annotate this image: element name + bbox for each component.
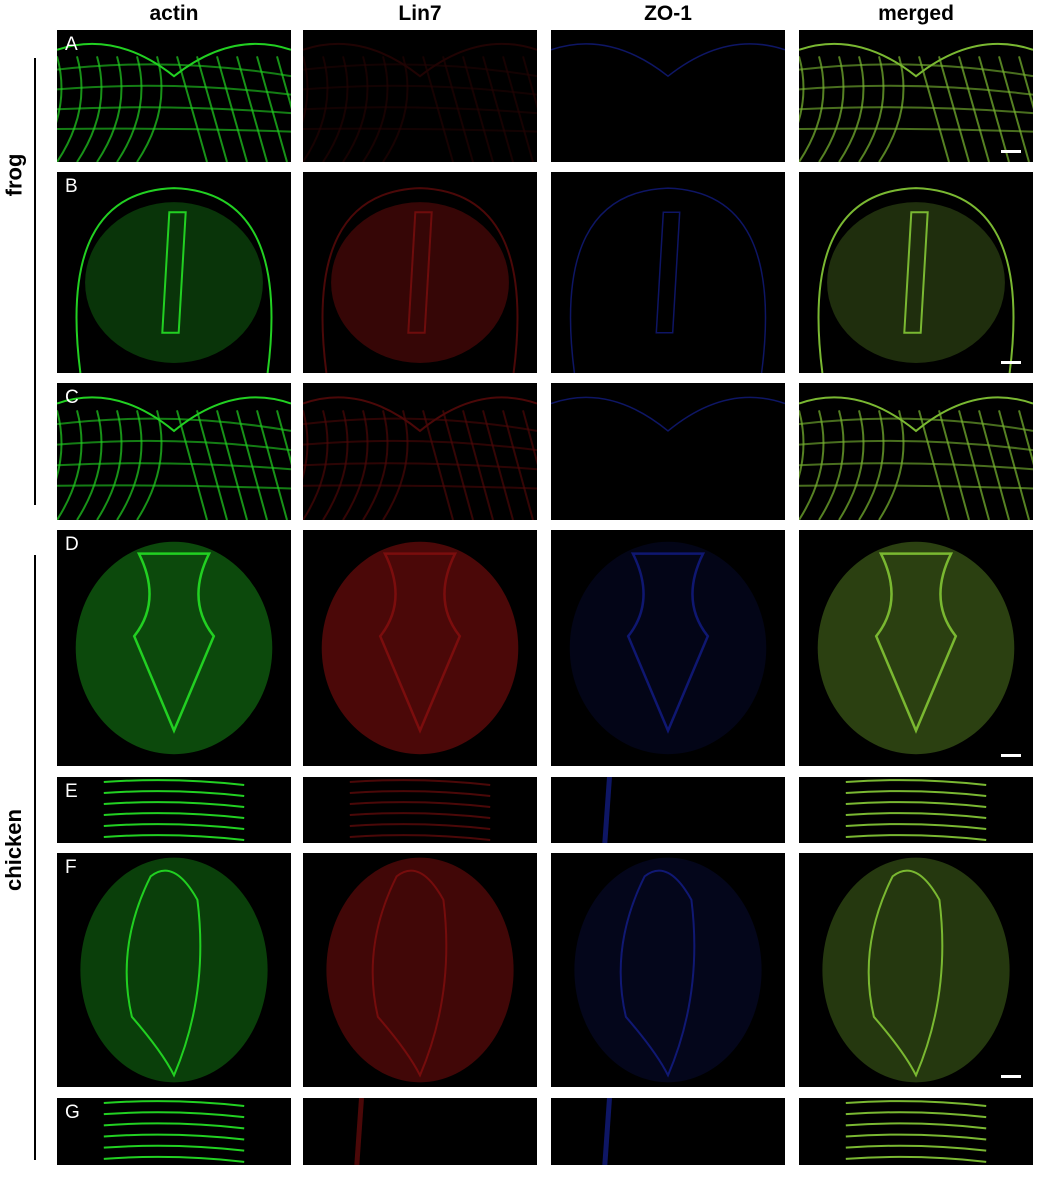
image-panel-e-zo-1	[551, 777, 785, 843]
micrograph	[822, 857, 1010, 1083]
micrograph	[799, 42, 1033, 162]
panel-letter: B	[65, 176, 78, 197]
scale-bar	[1001, 1075, 1021, 1078]
micrograph	[354, 1098, 364, 1165]
micrograph	[303, 396, 537, 520]
micrograph	[57, 42, 291, 162]
species-label-chicken: chicken	[0, 809, 26, 891]
micrograph	[103, 779, 245, 841]
image-panel-f-actin: F	[57, 853, 291, 1087]
micrograph	[57, 396, 291, 520]
image-panel-c-zo-1	[551, 383, 785, 520]
micrograph	[551, 43, 785, 78]
image-panel-f-merged	[799, 853, 1033, 1087]
micrograph	[845, 1100, 987, 1163]
image-panel-f-lin7	[303, 853, 537, 1087]
micrograph	[103, 1100, 245, 1163]
panel-letter: F	[65, 857, 77, 878]
image-panel-g-zo-1	[551, 1098, 785, 1165]
micrograph	[574, 857, 762, 1083]
micrograph	[349, 779, 491, 841]
image-panel-f-zo-1	[551, 853, 785, 1087]
micrograph	[817, 187, 1015, 373]
image-panel-c-lin7	[303, 383, 537, 520]
panel-letter: D	[65, 534, 79, 555]
image-panel-b-zo-1	[551, 172, 785, 373]
image-panel-b-actin: B	[57, 172, 291, 373]
micrograph	[602, 777, 612, 843]
image-panel-c-merged	[799, 383, 1033, 520]
image-panel-e-lin7	[303, 777, 537, 843]
micrograph	[80, 857, 268, 1083]
image-panel-a-zo-1	[551, 30, 785, 162]
column-header-lin7: Lin7	[398, 2, 442, 25]
species-bracket-line	[34, 555, 36, 1160]
image-panel-d-lin7	[303, 530, 537, 766]
image-panel-d-actin: D	[57, 530, 291, 766]
micrograph	[569, 187, 767, 373]
image-panel-b-merged	[799, 172, 1033, 373]
image-panel-d-zo-1	[551, 530, 785, 766]
species-label-frog: frog	[0, 153, 26, 197]
panel-letter: A	[65, 34, 78, 55]
micrograph	[569, 541, 767, 755]
image-panel-a-merged	[799, 30, 1033, 162]
micrograph	[602, 1098, 612, 1165]
micrograph	[551, 396, 785, 432]
image-panel-g-actin: G	[57, 1098, 291, 1165]
micrograph	[321, 541, 519, 755]
column-header-zo-1: ZO-1	[644, 2, 692, 25]
image-panel-g-lin7	[303, 1098, 537, 1165]
micrograph	[303, 42, 537, 162]
panel-letter: E	[65, 781, 78, 802]
image-panel-a-actin: A	[57, 30, 291, 162]
image-panel-b-lin7	[303, 172, 537, 373]
micrograph	[817, 541, 1015, 755]
image-panel-g-merged	[799, 1098, 1033, 1165]
scale-bar	[1001, 754, 1021, 757]
micrograph	[75, 187, 273, 373]
micrograph	[799, 396, 1033, 520]
image-panel-e-actin: E	[57, 777, 291, 843]
column-header-actin: actin	[149, 2, 199, 25]
species-bracket-line	[34, 58, 36, 505]
micrograph	[75, 541, 273, 755]
panel-letter: G	[65, 1102, 80, 1123]
panel-letter: C	[65, 387, 79, 408]
column-header-merged: merged	[878, 2, 954, 25]
scale-bar	[1001, 150, 1021, 153]
image-panel-c-actin: C	[57, 383, 291, 520]
image-panel-e-merged	[799, 777, 1033, 843]
micrograph	[845, 779, 987, 841]
scale-bar	[1001, 361, 1021, 364]
image-panel-d-merged	[799, 530, 1033, 766]
image-panel-a-lin7	[303, 30, 537, 162]
micrograph	[326, 857, 514, 1083]
micrograph	[321, 187, 519, 373]
